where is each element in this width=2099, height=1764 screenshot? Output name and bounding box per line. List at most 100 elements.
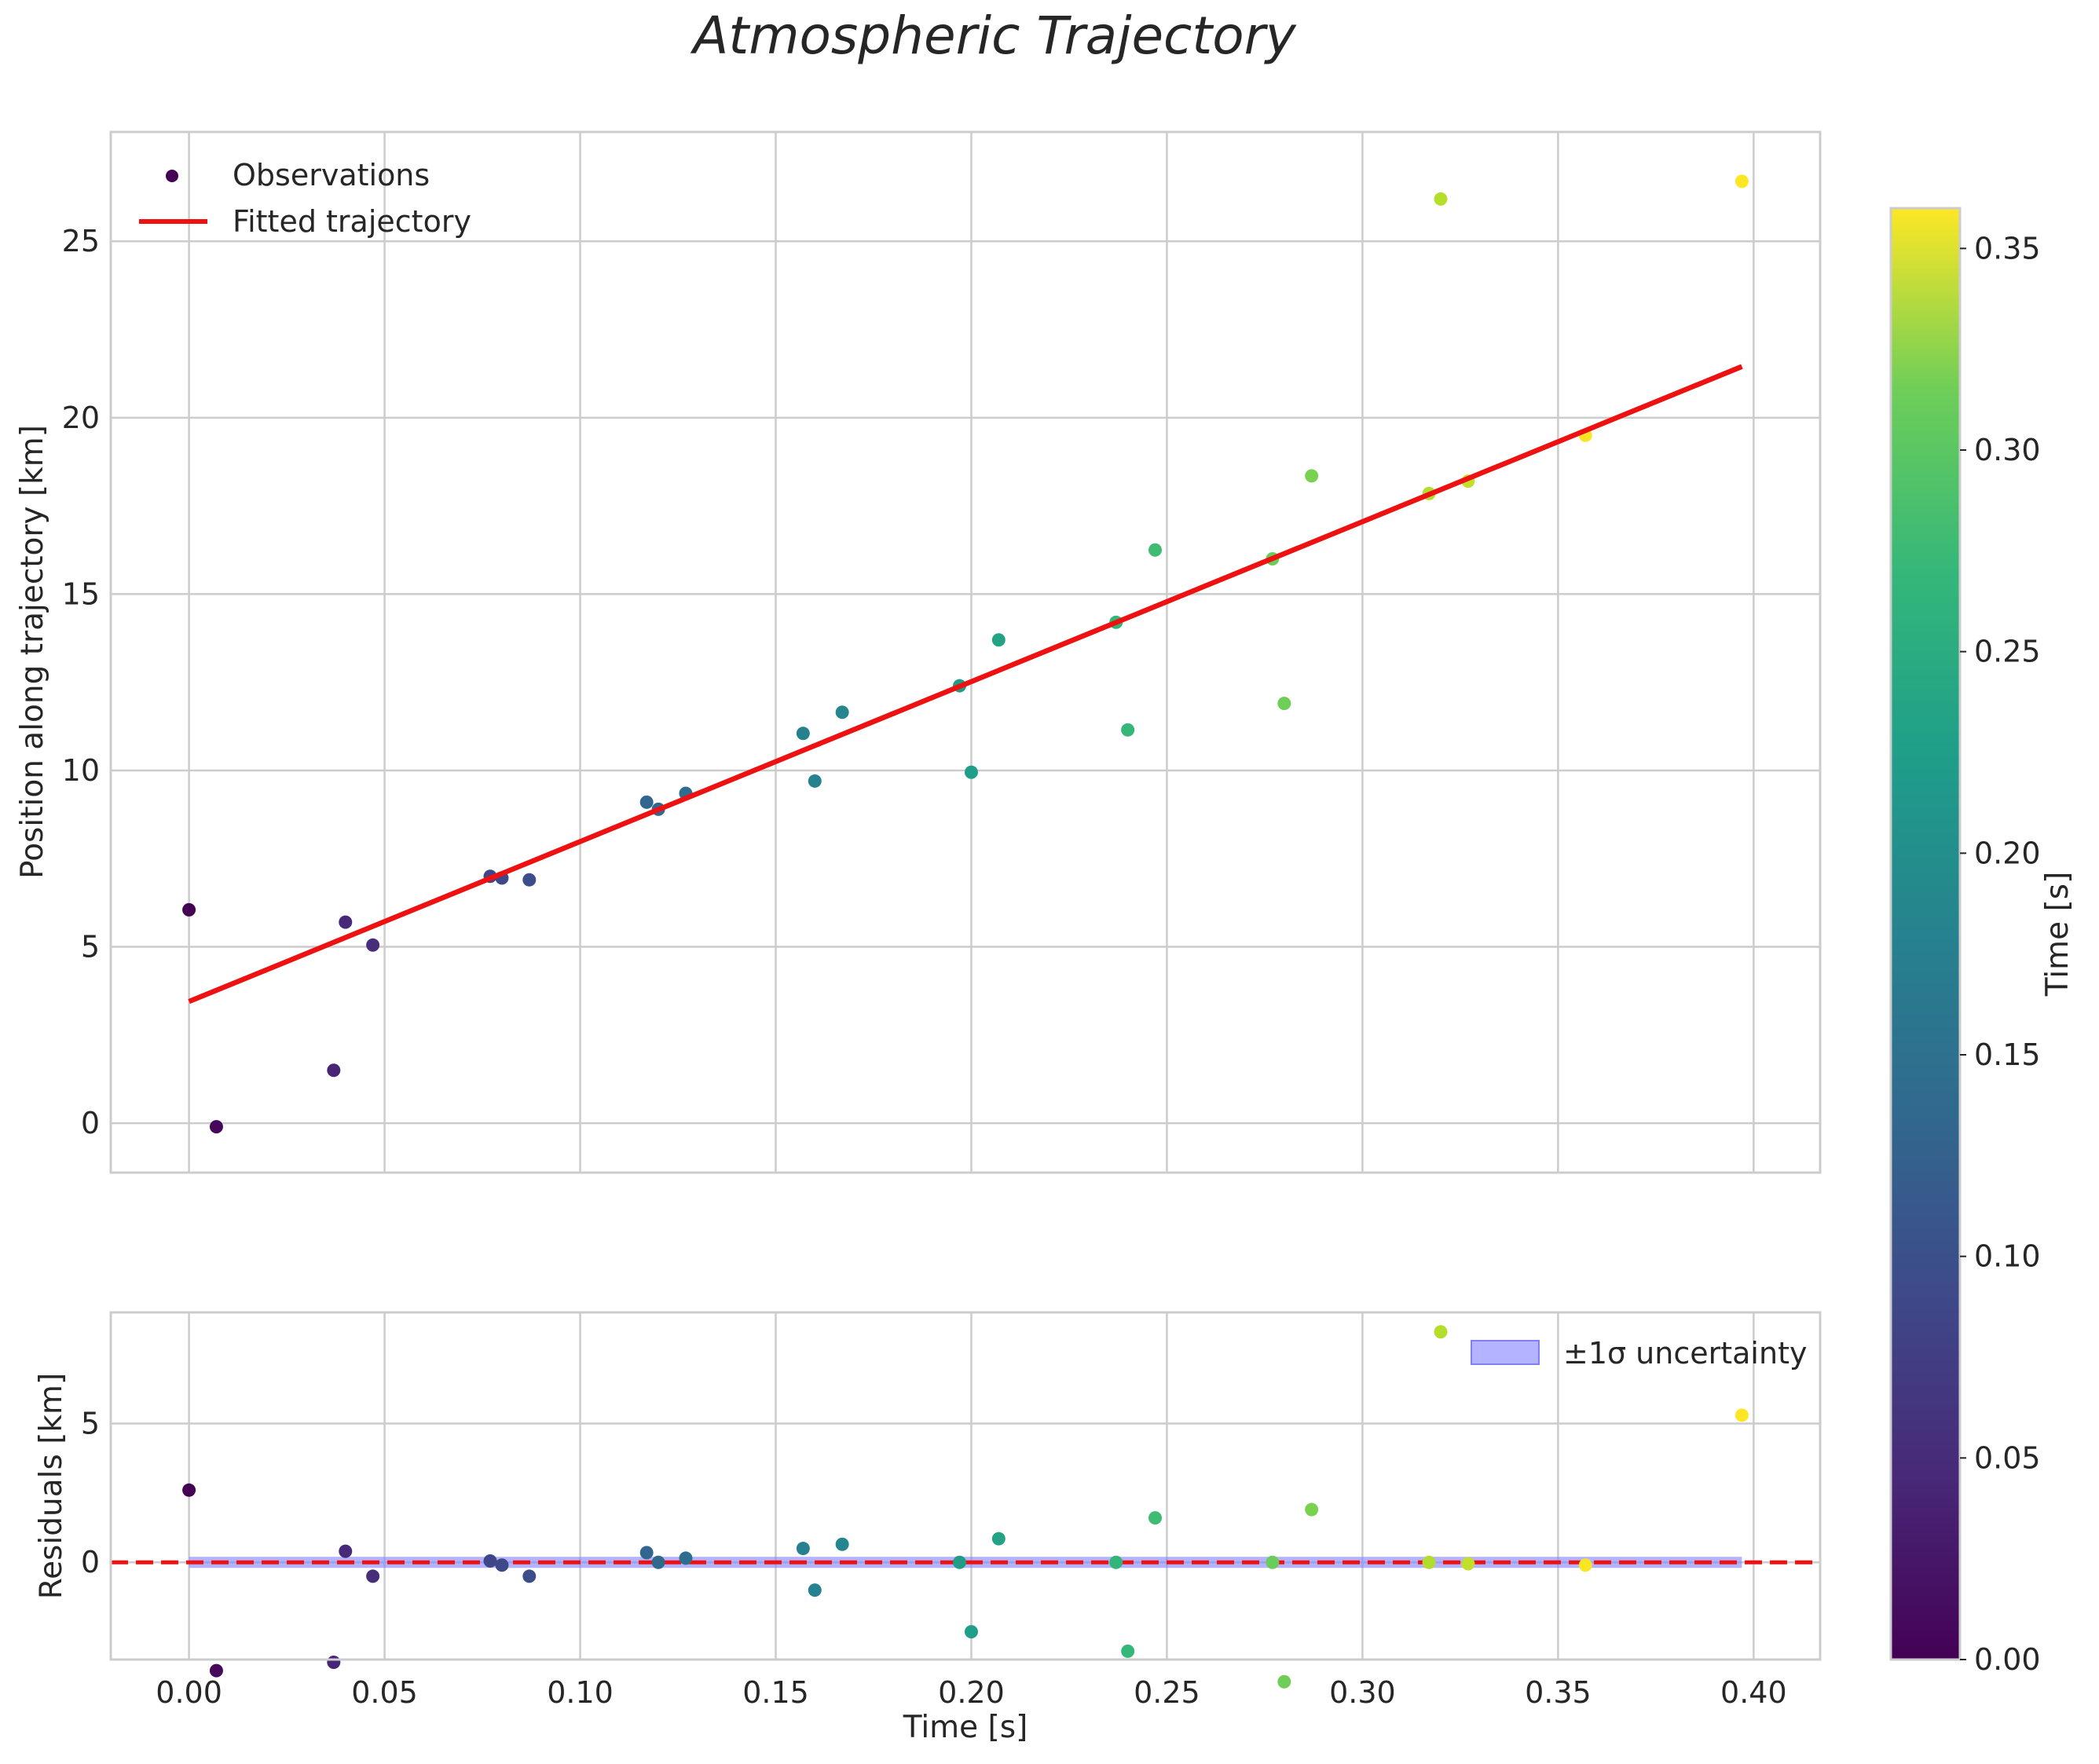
top-plot-area <box>111 132 1820 1173</box>
colorbar-tick-label: 0.15 <box>1974 1038 2041 1072</box>
residual-point <box>808 1583 822 1597</box>
residual-point <box>182 1483 196 1497</box>
residual-point <box>327 1656 341 1670</box>
x-tick-label: 0.20 <box>938 1675 1005 1710</box>
observation-point <box>991 633 1006 647</box>
residual-point <box>339 1544 353 1558</box>
residual-point <box>1305 1502 1319 1517</box>
legend-observations-label: Observations <box>233 158 430 192</box>
residual-point <box>483 1554 497 1568</box>
colorbar-tick-label: 0.25 <box>1974 635 2041 669</box>
observation-point <box>1434 192 1448 206</box>
bottom-y-ticks: 05 <box>81 1406 100 1579</box>
colorbar-tick-label: 0.35 <box>1974 231 2041 265</box>
colorbar-tick-label: 0.30 <box>1974 433 2041 467</box>
residual-point <box>651 1555 665 1569</box>
top-y-tick-label: 10 <box>62 753 100 788</box>
observation-point <box>964 765 978 779</box>
legend-observations-marker <box>166 170 178 182</box>
top-y-tick-label: 20 <box>62 401 100 435</box>
x-tick-label: 0.00 <box>156 1675 222 1710</box>
colorbar-tick-label: 0.00 <box>1974 1642 2041 1677</box>
residual-point <box>953 1555 967 1569</box>
legend-band-swatch <box>1471 1340 1540 1365</box>
residual-point <box>991 1532 1006 1546</box>
top-y-tick-label: 0 <box>81 1106 100 1140</box>
top-y-tick-label: 5 <box>81 930 100 964</box>
residual-point <box>1109 1555 1123 1569</box>
x-tick-label: 0.05 <box>351 1675 418 1710</box>
residual-point <box>1277 1674 1291 1689</box>
residual-point <box>679 1551 693 1565</box>
observation-point <box>808 774 822 788</box>
bottom-y-tick-label: 0 <box>81 1545 100 1579</box>
bottom-x-ticks: 0.00 0.05 0.10 0.15 0.20 0.25 0.30 0.35 0.40 <box>156 1675 1786 1710</box>
bottom-panel: 05 0.00 0.05 0.10 0.15 0.20 0.25 0.30 0.35 0.40 … <box>34 1311 1822 1745</box>
residual-point <box>522 1569 537 1583</box>
fitted-trajectory-layer <box>188 364 1743 1005</box>
residual-point <box>1266 1555 1280 1569</box>
observation-point <box>835 705 849 719</box>
colorbar-tick-label: 0.10 <box>1974 1239 2041 1274</box>
residual-point <box>964 1625 978 1639</box>
residual-point <box>1735 1408 1749 1422</box>
observation-point <box>366 938 380 952</box>
fitted-trajectory-line <box>188 364 1743 1005</box>
bottom-y-axis-label: Residuals [km] <box>34 1373 69 1599</box>
observation-point <box>1305 469 1319 483</box>
observation-point <box>1277 697 1291 711</box>
top-plot-frame <box>109 130 1822 1174</box>
residual-point <box>495 1558 509 1572</box>
observation-point <box>327 1063 341 1078</box>
x-axis-label: Time [s] <box>903 1710 1028 1745</box>
observation-point <box>1735 174 1749 188</box>
x-tick-label: 0.15 <box>742 1675 809 1710</box>
top-y-tick-label: 25 <box>62 224 100 258</box>
colorbar-tick-label: 0.05 <box>1974 1440 2041 1475</box>
x-tick-label: 0.25 <box>1134 1675 1200 1710</box>
top-panel: 0 5 10 15 20 25 Position along trajectory [km… <box>15 130 1822 1174</box>
observation-point <box>1121 723 1135 737</box>
x-tick-label: 0.35 <box>1525 1675 1592 1710</box>
top-y-ticks: 0 5 10 15 20 25 <box>62 224 100 1140</box>
top-legend: Observations Fitted trajectory <box>139 158 471 239</box>
legend-band-label: ±1σ uncertainty <box>1563 1336 1807 1371</box>
bottom-legend: ±1σ uncertainty <box>1471 1336 1807 1371</box>
x-tick-label: 0.30 <box>1329 1675 1396 1710</box>
residual-point <box>1148 1511 1163 1525</box>
residual-point <box>1434 1325 1448 1339</box>
colorbar-tick-label: 0.20 <box>1974 836 2041 870</box>
observation-point <box>182 902 196 917</box>
observation-point <box>522 873 537 887</box>
colorbar-gradient <box>1889 207 1962 1661</box>
bottom-plot-frame <box>109 1311 1822 1661</box>
residual-points <box>182 1325 1749 1689</box>
observation-point <box>339 915 353 929</box>
residual-point <box>209 1663 223 1678</box>
residual-point <box>1121 1644 1135 1658</box>
legend-fit-label: Fitted trajectory <box>233 204 471 239</box>
residual-point <box>835 1537 849 1551</box>
observation-point <box>209 1120 223 1134</box>
residual-point <box>1422 1555 1436 1569</box>
observation-point <box>639 795 654 809</box>
observation-point <box>796 726 810 741</box>
x-tick-label: 0.40 <box>1720 1675 1787 1710</box>
colorbar-ticks: 0.00 0.05 0.10 0.15 0.20 0.25 0.30 0.35 <box>1960 231 2041 1677</box>
colorbar: 0.00 0.05 0.10 0.15 0.20 0.25 0.30 0.35 Time [s… <box>1889 207 2075 1677</box>
residual-point <box>366 1569 380 1583</box>
top-y-tick-label: 15 <box>62 576 100 611</box>
x-tick-label: 0.10 <box>547 1675 614 1710</box>
chart-title: Atmospheric Trajectory <box>690 5 1297 66</box>
bottom-y-tick-label: 5 <box>81 1406 100 1440</box>
top-grid <box>111 132 1820 1173</box>
residual-point <box>1461 1557 1475 1571</box>
observation-point <box>1148 543 1163 557</box>
colorbar-label: Time [s] <box>2040 872 2075 997</box>
residual-point <box>796 1542 810 1556</box>
bottom-plot-area <box>111 1312 1820 1660</box>
residual-point <box>639 1546 654 1560</box>
residual-point <box>1578 1558 1592 1572</box>
top-y-axis-label: Position along trajectory [km] <box>15 425 50 879</box>
